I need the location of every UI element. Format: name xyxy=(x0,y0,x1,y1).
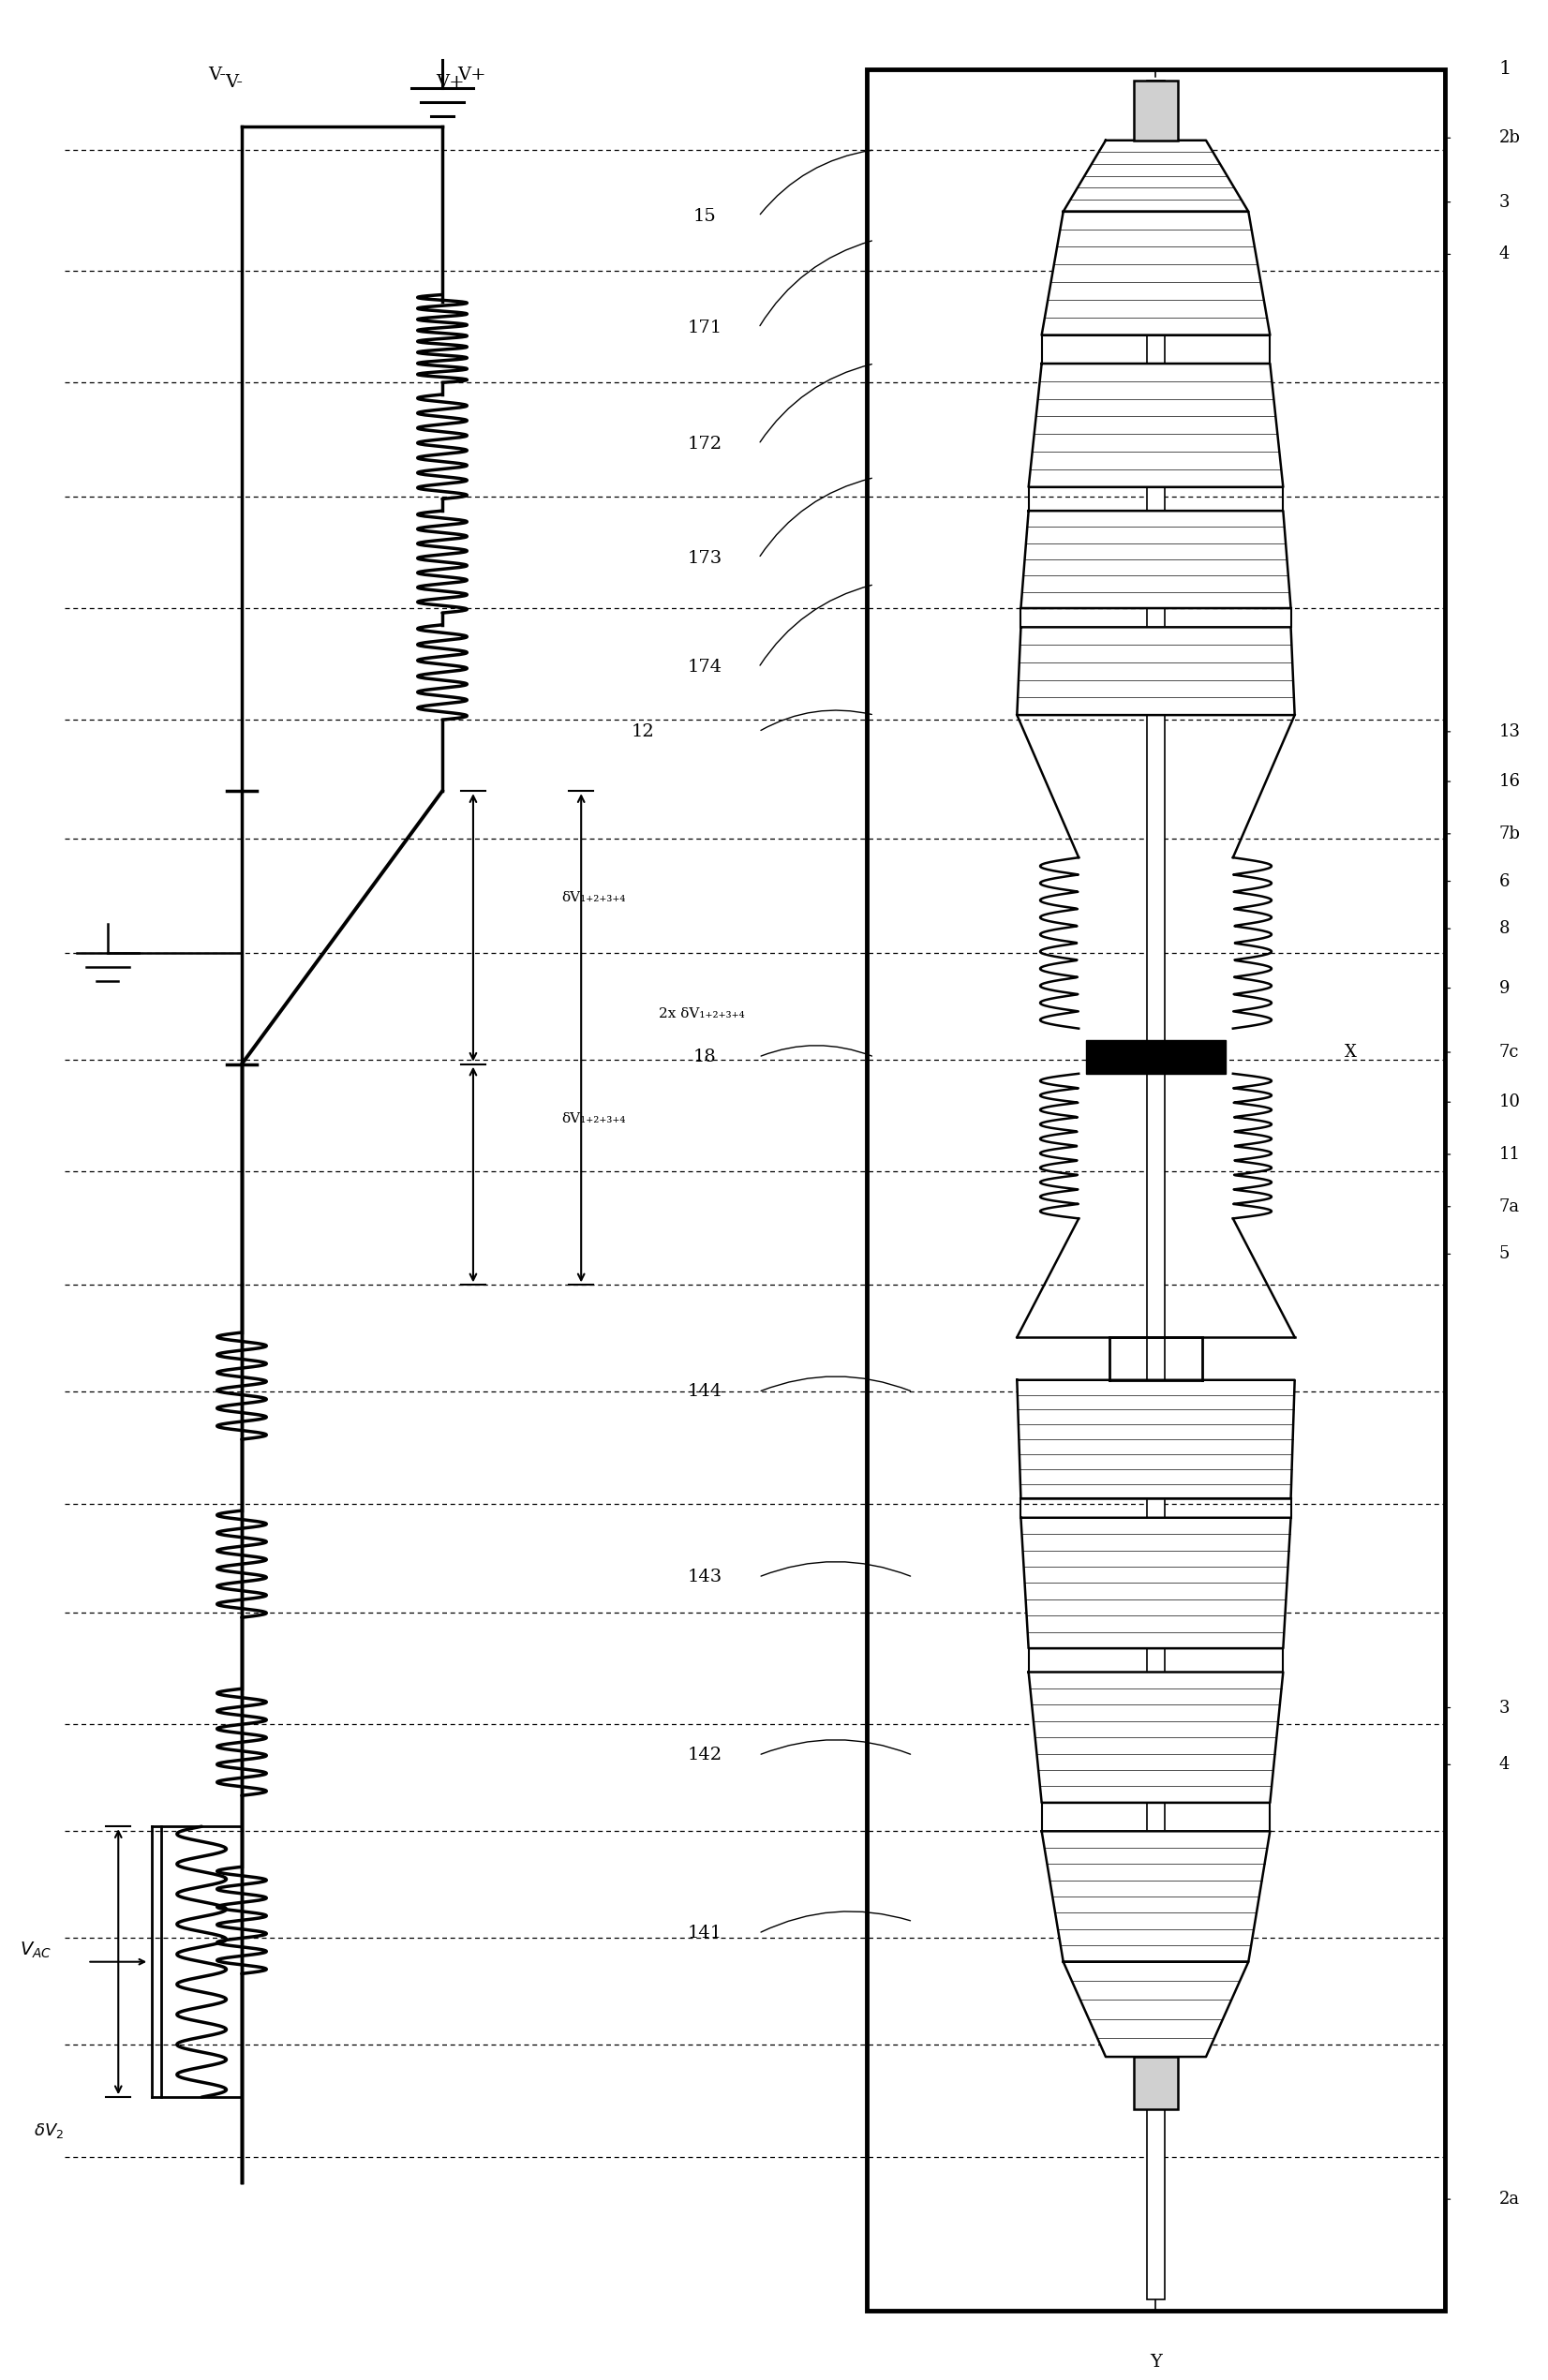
Text: 2b: 2b xyxy=(1498,129,1520,148)
Text: 16: 16 xyxy=(1498,774,1520,790)
Text: 144: 144 xyxy=(687,1383,721,1399)
Text: $\delta V_2$: $\delta V_2$ xyxy=(34,2121,63,2140)
Bar xyxy=(1147,81,1166,2299)
Text: 3: 3 xyxy=(1498,193,1509,209)
Text: Y: Y xyxy=(1150,2354,1163,2370)
Text: $V_{AC}$: $V_{AC}$ xyxy=(20,1940,53,1959)
Text: 10: 10 xyxy=(1498,1095,1520,1111)
Text: 173: 173 xyxy=(687,550,721,566)
Bar xyxy=(867,69,1446,2311)
Text: 6: 6 xyxy=(1498,873,1509,890)
Text: V-: V- xyxy=(224,74,243,90)
Text: 18: 18 xyxy=(694,1050,717,1066)
Bar xyxy=(1087,1040,1226,1073)
Polygon shape xyxy=(1042,1830,1269,1961)
Text: 8: 8 xyxy=(1498,921,1509,938)
Text: 2x δV₁₊₂₊₃₊₄: 2x δV₁₊₂₊₃₊₄ xyxy=(658,1007,745,1021)
Text: X: X xyxy=(1345,1045,1358,1061)
Text: V+: V+ xyxy=(458,67,486,83)
Polygon shape xyxy=(1063,1961,1248,2056)
Polygon shape xyxy=(1020,1518,1291,1649)
Text: 15: 15 xyxy=(694,207,717,224)
Text: 7a: 7a xyxy=(1498,1197,1520,1216)
Text: δV₁₊₂₊₃₊₄: δV₁₊₂₊₃₊₄ xyxy=(560,1111,625,1126)
Text: 2a: 2a xyxy=(1498,2192,1520,2209)
Text: 5: 5 xyxy=(1498,1245,1509,1261)
Text: 1: 1 xyxy=(1498,60,1512,79)
Text: 12: 12 xyxy=(632,724,655,740)
Text: 142: 142 xyxy=(687,1747,721,1764)
Text: 171: 171 xyxy=(687,319,721,336)
Polygon shape xyxy=(1028,1673,1283,1802)
Polygon shape xyxy=(1020,512,1291,609)
Text: 174: 174 xyxy=(687,659,721,676)
Bar xyxy=(1135,81,1178,140)
Text: V-: V- xyxy=(209,67,226,83)
Text: 141: 141 xyxy=(687,1925,721,1942)
Text: 13: 13 xyxy=(1498,724,1520,740)
Polygon shape xyxy=(1063,140,1248,212)
Polygon shape xyxy=(1042,212,1269,336)
Text: 172: 172 xyxy=(687,436,721,452)
Polygon shape xyxy=(1017,628,1294,714)
Text: 4: 4 xyxy=(1498,245,1509,262)
Text: 9: 9 xyxy=(1498,981,1509,997)
Text: 143: 143 xyxy=(687,1568,721,1585)
Polygon shape xyxy=(1017,1380,1294,1499)
Polygon shape xyxy=(1028,364,1283,488)
Text: V+: V+ xyxy=(435,74,464,90)
Text: 4: 4 xyxy=(1498,1756,1509,1773)
Text: 7b: 7b xyxy=(1498,826,1520,843)
Text: 11: 11 xyxy=(1498,1145,1520,1164)
Text: 3: 3 xyxy=(1498,1699,1509,1716)
Text: δV₁₊₂₊₃₊₄: δV₁₊₂₊₃₊₄ xyxy=(560,892,625,904)
Bar xyxy=(1135,2056,1178,2109)
Text: 7c: 7c xyxy=(1498,1045,1519,1061)
